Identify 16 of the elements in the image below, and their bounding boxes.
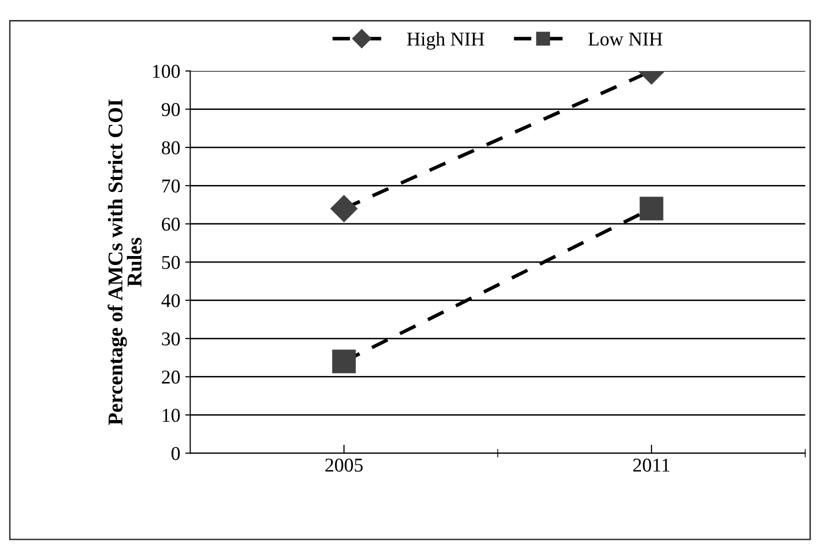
y-tick-label: 10 [162, 408, 180, 422]
legend-label: High NIH [407, 32, 484, 50]
y-tick-label: 80 [162, 141, 180, 154]
y-tick-label: 60 [162, 218, 180, 231]
y-tick-label: 90 [162, 103, 180, 116]
y-tick-label: 50 [162, 256, 180, 270]
y-tick-label: 30 [162, 332, 180, 346]
y-tick-label: 20 [162, 370, 180, 384]
y-tick-label: 100 [153, 64, 180, 78]
x-tick-label: 2011 [633, 458, 670, 472]
y-axis-title: Percentage of AMCs with Strict COI Rules [108, 100, 142, 425]
y-tick-label: 40 [161, 294, 180, 308]
legend-label: Low NIH [588, 32, 662, 46]
x-tick-label: 2005 [325, 458, 363, 472]
y-tick-label: 0 [172, 446, 180, 460]
y-tick-label: 70 [162, 179, 180, 193]
